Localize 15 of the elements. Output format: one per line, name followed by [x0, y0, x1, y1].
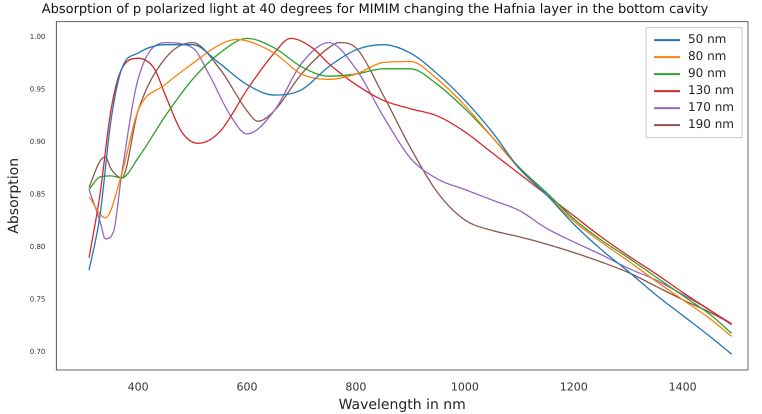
legend-label: 170 nm: [688, 100, 734, 114]
x-tick-label: 600: [236, 380, 258, 394]
y-axis-title: Absorption: [6, 158, 22, 234]
legend-label: 190 nm: [688, 117, 734, 132]
x-axis-title: Wavelength in nm: [338, 397, 466, 414]
chart-title: Absorption of p polarized light at 40 degrees for MIMIM changing the Hafnia layer in the bottom cavity: [42, 2, 709, 18]
x-tick-label: 1400: [668, 380, 697, 394]
x-tick-label: 1200: [560, 380, 588, 394]
x-tick-label: 1000: [450, 380, 479, 394]
x-tick-label: 800: [345, 380, 366, 394]
legend-label: 50 nm: [688, 32, 726, 46]
legend-label: 90 nm: [688, 66, 726, 80]
x-tick-label: 400: [128, 380, 149, 394]
legend-label: 80 nm: [688, 49, 726, 64]
legend-label: 130 nm: [688, 83, 734, 98]
